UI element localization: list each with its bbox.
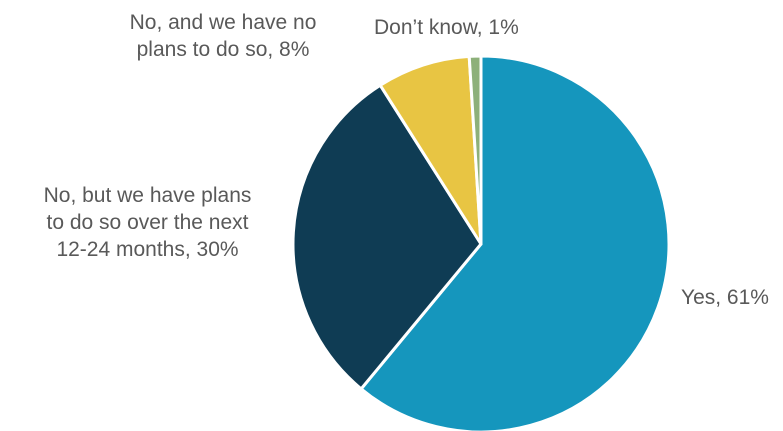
slice-label-no-but-plans-line-2: to do so over the next bbox=[46, 211, 249, 234]
slice-label-no-but-plans: No, but we have plans to do so over the … bbox=[5, 182, 290, 263]
slice-label-no-plans: No, and we have no plans to do so, 8% bbox=[98, 9, 348, 63]
pie-slice-yes bbox=[359, 54, 671, 431]
slice-label-dont-know: Don’t know, 1% bbox=[374, 14, 519, 41]
pie-slice-no-but-plans bbox=[291, 83, 483, 391]
pie-slice-no-plans bbox=[378, 54, 483, 246]
slice-label-no-plans-line-1: No, and we have no bbox=[129, 11, 317, 34]
slice-label-dont-know-line-1: Don’t know, 1% bbox=[374, 16, 519, 39]
slice-label-no-but-plans-line-1: No, but we have plans bbox=[43, 184, 252, 207]
slice-label-no-but-plans-line-3: 12-24 months, 30% bbox=[56, 238, 239, 261]
pie-slice-dont-know bbox=[467, 54, 483, 246]
slice-label-yes-line-1: Yes, 61% bbox=[681, 286, 769, 309]
slice-label-yes: Yes, 61% bbox=[681, 284, 769, 311]
slice-label-no-plans-line-2: plans to do so, 8% bbox=[136, 38, 310, 61]
